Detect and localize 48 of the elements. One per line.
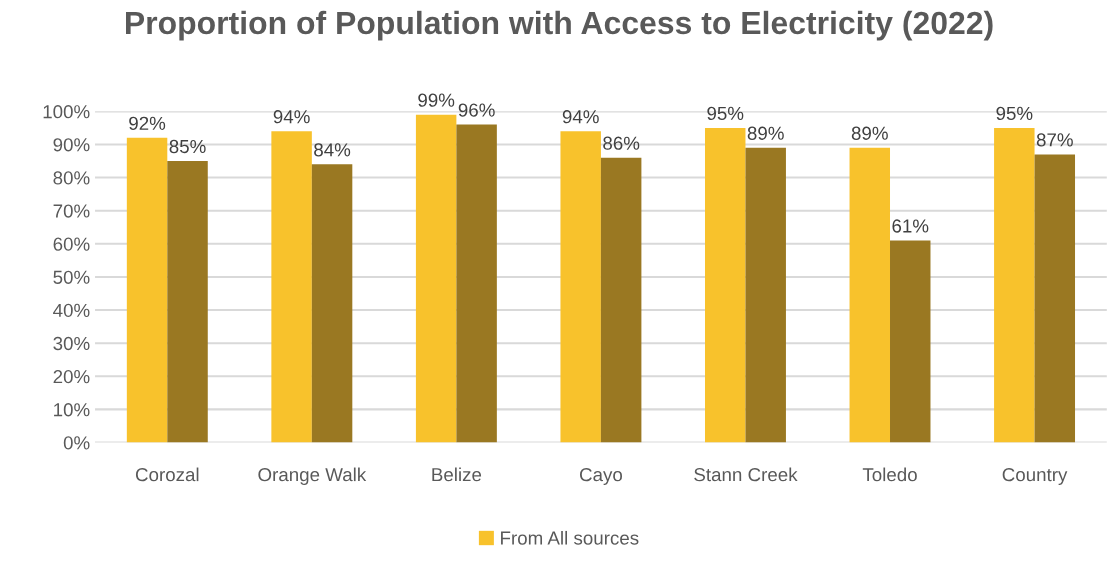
y-tick-label: 30% [53,336,90,351]
data-label: 99% [418,93,455,107]
y-tick-label: 100% [43,105,90,119]
y-tick-label: 40% [53,303,90,318]
y-tick-label: 10% [54,403,90,417]
bar [890,240,931,443]
y-tick-label: 50% [53,270,90,284]
chart-title: Proportion of Population with Access to Electricity (2022) [126,10,993,41]
data-label: 84% [314,143,351,157]
data-label: 89% [851,126,888,140]
y-tick-label: 60% [53,237,90,251]
bar [704,127,746,443]
bar [600,157,642,443]
bar [1034,154,1076,443]
bar [745,147,786,443]
data-label: 95% [707,106,744,121]
y-tick-label: 90% [53,138,90,152]
x-tick-label: Belize [432,467,482,482]
bar [560,131,601,443]
data-label: 95% [996,106,1033,121]
data-label: 86% [603,136,640,150]
x-tick-label: Country [1002,468,1068,485]
y-tick-label: 70% [53,204,90,218]
data-label: 87% [1036,133,1073,147]
legend-label: From All sources [501,530,639,545]
x-tick-label: Cayo [579,468,623,485]
data-label: 61% [892,219,929,233]
y-tick-label: 80% [53,171,90,185]
data-label: 89% [747,126,784,140]
bar [849,147,891,443]
y-tick-label: 20% [53,369,90,384]
bar [456,124,497,443]
x-tick-label: Orange Walk [258,467,367,485]
y-tick-label: 0% [63,436,90,450]
bar [271,131,312,443]
bar [994,127,1035,443]
bar [415,114,457,443]
x-tick-label: Toledo [862,467,917,482]
data-label: 96% [458,103,495,117]
data-label: 85% [169,139,206,154]
data-label: 94% [273,110,310,124]
data-label: 92% [129,116,166,130]
x-tick-label: Stann Creek [694,467,798,482]
bar [167,161,208,443]
data-label: 94% [562,110,599,124]
x-tick-label: Corozal [135,467,199,482]
bar [311,164,353,443]
bar [126,137,168,443]
